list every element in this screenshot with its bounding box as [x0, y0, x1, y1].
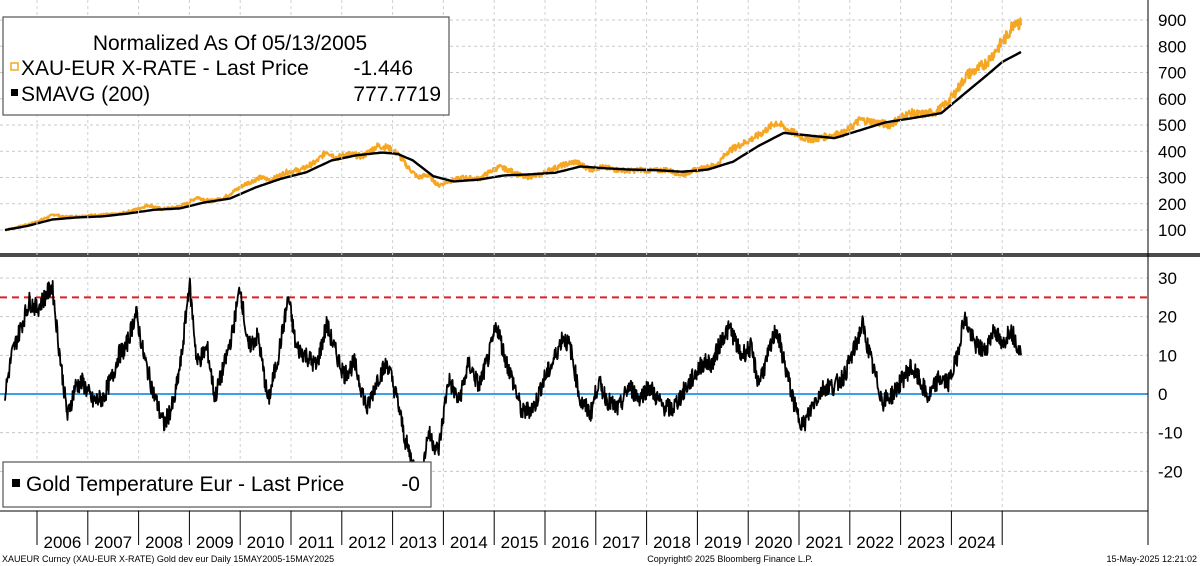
price-legend-label-sma: SMAVG (200): [21, 83, 150, 106]
x-tick-label: 2021: [805, 533, 843, 552]
temperature-y-tick-label: 20: [1158, 308, 1177, 327]
temperature-y-tick-label: -20: [1158, 462, 1183, 481]
temperature-legend-label: Gold Temperature Eur - Last Price: [26, 473, 344, 496]
temperature-y-tick-label: 30: [1158, 269, 1177, 288]
temperature-y-tick-label: -10: [1158, 424, 1183, 443]
x-tick-label: 2007: [94, 533, 132, 552]
price-y-tick-label: 300: [1158, 169, 1186, 188]
x-tick-label: 2011: [298, 533, 335, 552]
price-y-tick-label: 100: [1158, 221, 1186, 240]
price-series-group: [4, 17, 1023, 232]
price-legend-box: [2, 16, 450, 116]
x-tick-label: 2018: [653, 533, 691, 552]
x-tick-label: 2012: [348, 533, 386, 552]
gold-temperature-line: [4, 277, 1022, 492]
temperature-legend-box: [2, 461, 432, 508]
price-y-axis: 100 200 300 400 500 600 700 800 900: [1158, 11, 1186, 240]
price-legend-value-sma: 777.7719: [353, 83, 441, 106]
temperature-y-tick-label: 0: [1158, 385, 1167, 404]
price-y-tick-label: 600: [1158, 90, 1186, 109]
x-tick-label: 2009: [196, 533, 234, 552]
footer-center: Copyright© 2025 Bloomberg Finance L.P.: [647, 554, 813, 564]
price-legend-value-gold: -1.446: [353, 57, 413, 80]
x-tick-label: 2010: [247, 533, 285, 552]
temperature-series-group: [4, 277, 1022, 492]
x-tick-label: 2023: [907, 533, 945, 552]
x-tick-label: 2016: [551, 533, 589, 552]
temperature-legend-marker: [12, 479, 20, 487]
price-legend-marker-gold: [10, 62, 19, 71]
temperature-reference-lines: [0, 296, 1148, 395]
price-y-tick-label: 400: [1158, 142, 1186, 161]
x-axis-ticks: 2006 2007 2008 2009 2010 2011 2012 2013 2014 2015…: [36, 511, 1003, 552]
x-tick-label: 2017: [602, 533, 640, 552]
temperature-legend: Gold Temperature Eur - Last Price -0: [2, 461, 432, 508]
price-panel: 100 200 300 400 500 600 700 800 900: [0, 11, 1186, 240]
price-y-tick-label: 700: [1158, 64, 1186, 83]
x-tick-label: 2022: [856, 533, 894, 552]
price-legend-title: Normalized As Of 05/13/2005: [93, 32, 367, 55]
price-y-tick-label: 500: [1158, 116, 1186, 135]
footer-right: 15-May-2025 12:21:02: [1106, 554, 1197, 564]
price-y-tick-label: 800: [1158, 37, 1186, 56]
price-legend-marker-sma: [11, 89, 18, 96]
panel-separator: [0, 253, 1200, 257]
sma-200-line: [4, 50, 1022, 232]
temperature-y-axis: -20 -10 0 10 20 30: [1158, 269, 1183, 481]
x-tick-label: 2013: [399, 533, 437, 552]
x-tick-label: 2024: [958, 533, 996, 552]
x-tick-label: 2020: [755, 533, 793, 552]
x-tick-label: 2015: [501, 533, 539, 552]
price-legend: Normalized As Of 05/13/2005 XAU-EUR X-RA…: [2, 16, 450, 116]
footer-left: XAUEUR Curncy (XAU-EUR X-RATE) Gold dev …: [2, 554, 334, 564]
x-axis: 2006 2007 2008 2009 2010 2011 2012 2013 2014 2015…: [0, 510, 1148, 552]
temperature-y-tick-label: 10: [1158, 346, 1177, 365]
footer: XAUEUR Curncy (XAU-EUR X-RATE) Gold dev …: [2, 554, 1197, 564]
x-tick-label: 2014: [450, 533, 488, 552]
x-tick-label: 2006: [43, 533, 81, 552]
x-tick-label: 2019: [704, 533, 742, 552]
price-y-tick-label: 900: [1158, 11, 1186, 30]
x-tick-label: 2008: [145, 533, 183, 552]
price-y-tick-label: 200: [1158, 195, 1186, 214]
temperature-legend-value: -0: [401, 473, 420, 496]
price-legend-label-gold: XAU-EUR X-RATE - Last Price: [21, 57, 309, 80]
gold-price-line: [4, 17, 1023, 232]
